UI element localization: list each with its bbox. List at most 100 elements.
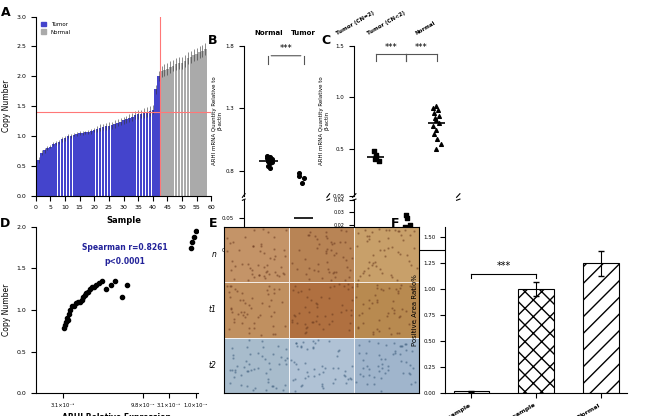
Point — [262, 245, 272, 252]
Point — [259, 263, 269, 270]
Point — [224, 293, 235, 300]
Point — [351, 379, 361, 385]
Point — [278, 386, 289, 393]
Bar — [120, 121, 122, 196]
Bar — [187, 58, 189, 196]
Point — [317, 383, 327, 389]
Point — [261, 245, 271, 252]
Point — [368, 329, 378, 335]
Point — [260, 275, 270, 282]
Point — [226, 282, 236, 289]
Point — [402, 240, 413, 247]
X-axis label: Sample: Sample — [106, 216, 141, 225]
Point — [374, 317, 384, 324]
Point — [343, 286, 353, 292]
Point — [376, 355, 387, 362]
Point — [242, 344, 252, 350]
Point — [369, 374, 379, 380]
Point — [326, 317, 337, 324]
Point — [312, 313, 322, 319]
Point — [363, 305, 374, 311]
Point — [398, 238, 408, 244]
Point — [393, 228, 404, 235]
Point — [354, 311, 365, 318]
Point — [393, 228, 404, 235]
Point — [313, 267, 323, 274]
Point — [312, 245, 322, 251]
Point — [242, 367, 252, 374]
Bar — [111, 125, 113, 196]
Bar — [125, 119, 127, 196]
Point — [387, 244, 397, 250]
Point — [346, 307, 356, 313]
Point — [391, 276, 402, 283]
Point — [268, 290, 279, 297]
Point — [327, 311, 337, 317]
Point — [268, 246, 279, 253]
Y-axis label: Copy Number: Copy Number — [1, 284, 10, 336]
Bar — [157, 76, 160, 196]
Point — [281, 345, 291, 352]
Bar — [163, 70, 166, 196]
Point — [345, 375, 356, 382]
Point — [258, 225, 268, 232]
Point — [303, 372, 313, 379]
Point — [310, 340, 320, 347]
Point — [263, 229, 273, 235]
Point — [390, 350, 400, 357]
Point — [401, 359, 411, 365]
Point — [362, 380, 372, 387]
Point — [434, 113, 444, 119]
Point — [393, 290, 403, 296]
Point — [264, 360, 274, 367]
Point — [249, 226, 259, 233]
Point — [268, 233, 279, 240]
Point — [387, 297, 398, 304]
Point — [302, 294, 312, 300]
Point — [395, 312, 405, 319]
Point — [355, 371, 365, 378]
Point — [404, 369, 414, 376]
Point — [296, 240, 306, 247]
Bar — [84, 132, 86, 196]
Bar — [64, 138, 66, 196]
Point — [346, 296, 357, 303]
Point — [383, 245, 393, 252]
Point — [91, 282, 101, 288]
Point — [187, 238, 198, 245]
Point — [224, 283, 235, 290]
Point — [240, 234, 251, 240]
Point — [389, 226, 400, 233]
Point — [280, 323, 290, 329]
Point — [230, 285, 240, 292]
Point — [293, 366, 304, 373]
Point — [428, 104, 438, 111]
Point — [252, 364, 263, 371]
Point — [384, 324, 394, 331]
Point — [311, 317, 321, 324]
Point — [391, 286, 401, 292]
Point — [311, 304, 322, 311]
Point — [346, 362, 357, 369]
Point — [339, 283, 350, 290]
Point — [328, 380, 338, 386]
Point — [233, 311, 244, 317]
Point — [62, 315, 72, 322]
Point — [263, 378, 273, 385]
Point — [362, 232, 372, 239]
Bar — [198, 52, 201, 196]
Point — [265, 160, 275, 166]
Point — [361, 350, 371, 357]
Point — [410, 228, 420, 234]
Point — [359, 267, 369, 274]
Point — [317, 275, 327, 281]
Point — [340, 239, 350, 246]
Point — [373, 339, 384, 346]
Point — [297, 180, 307, 186]
Point — [268, 255, 279, 262]
Point — [321, 228, 332, 235]
Point — [292, 342, 302, 349]
Point — [388, 350, 398, 357]
Point — [60, 319, 71, 326]
Point — [354, 350, 365, 357]
